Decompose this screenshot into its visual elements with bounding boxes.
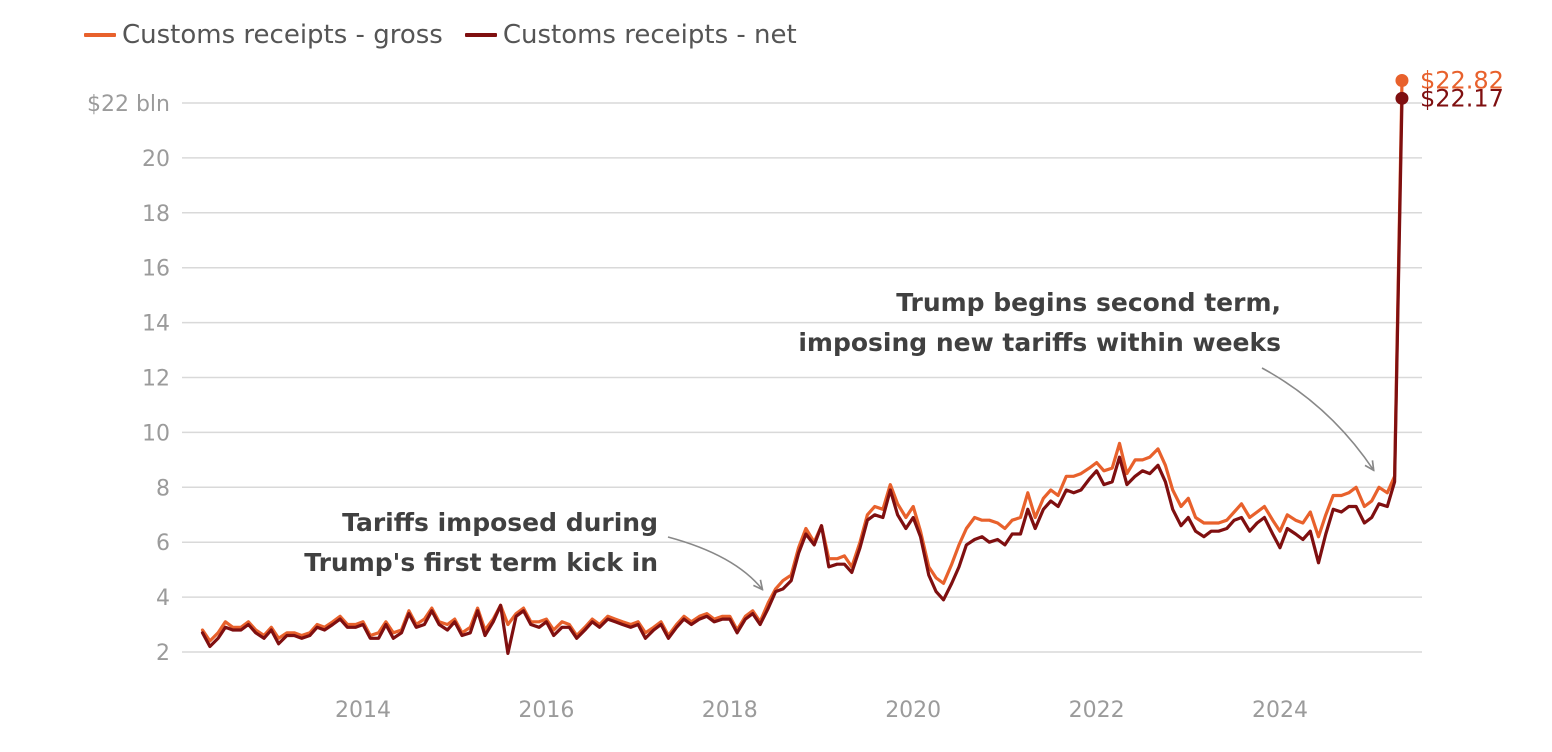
y-tick-label-8: 8 <box>156 476 170 501</box>
x-tick-label-2020: 2020 <box>885 698 941 723</box>
x-tick-label-2018: 2018 <box>702 698 758 723</box>
annotation-first-term: Tariffs imposed during Trump's first term… <box>304 508 762 590</box>
y-tick-label-2: 2 <box>156 641 170 666</box>
x-tick-label-2022: 2022 <box>1069 698 1125 723</box>
x-tick-label-2014: 2014 <box>335 698 391 723</box>
annotation-second-term-line: imposing new tariffs within weeks <box>798 328 1281 357</box>
annotation-second-term: Trump begins second term, imposing new ta… <box>798 288 1373 470</box>
y-tick-label-4: 4 <box>156 586 170 611</box>
y-tick-label-20: 20 <box>142 147 170 172</box>
y-tick-label-14: 14 <box>142 312 170 337</box>
chart-legend: Customs receipts - gross Customs receipt… <box>84 20 819 50</box>
legend-label-gross: Customs receipts - gross <box>122 20 443 50</box>
axis-ticks: 2 4 6 8 10 12 14 16 18 20 $22 bln 2014 2016 2018 2020 2… <box>87 92 1308 723</box>
annotations: Tariffs imposed during Trump's first term… <box>304 288 1373 590</box>
y-tick-label-22: $22 bln <box>87 92 170 117</box>
annotation-first-term-line: Tariffs imposed during <box>342 508 658 537</box>
series-lines: $22.82$22.17 <box>200 66 1504 656</box>
annotation-second-term-arrow <box>1261 367 1374 470</box>
legend-swatch-net <box>464 33 497 37</box>
annotation-first-term-line: Trump's first term kick in <box>304 548 658 577</box>
x-tick-label-2024: 2024 <box>1252 698 1308 723</box>
y-tick-label-6: 6 <box>156 531 170 556</box>
y-tick-label-12: 12 <box>142 367 170 392</box>
end-label-gross: $22.82 <box>1420 66 1504 94</box>
legend-item-net: Customs receipts - net <box>464 20 797 50</box>
y-tick-label-10: 10 <box>142 421 170 446</box>
legend-label-net: Customs receipts - net <box>502 20 797 50</box>
end-label-net: $22.17 <box>1420 84 1504 112</box>
end-point-net <box>1395 91 1409 105</box>
annotation-second-term-line: Trump begins second term, <box>896 288 1281 317</box>
y-tick-label-18: 18 <box>142 202 170 227</box>
legend-swatch-gross <box>84 33 116 37</box>
end-point-gross <box>1395 73 1409 87</box>
legend-item-gross: Customs receipts - gross <box>84 20 443 50</box>
x-tick-label-2016: 2016 <box>518 698 574 723</box>
series-line-net <box>200 96 1404 656</box>
annotation-first-term-arrow <box>667 536 762 590</box>
gridlines <box>182 102 1422 653</box>
y-tick-label-16: 16 <box>142 257 170 282</box>
